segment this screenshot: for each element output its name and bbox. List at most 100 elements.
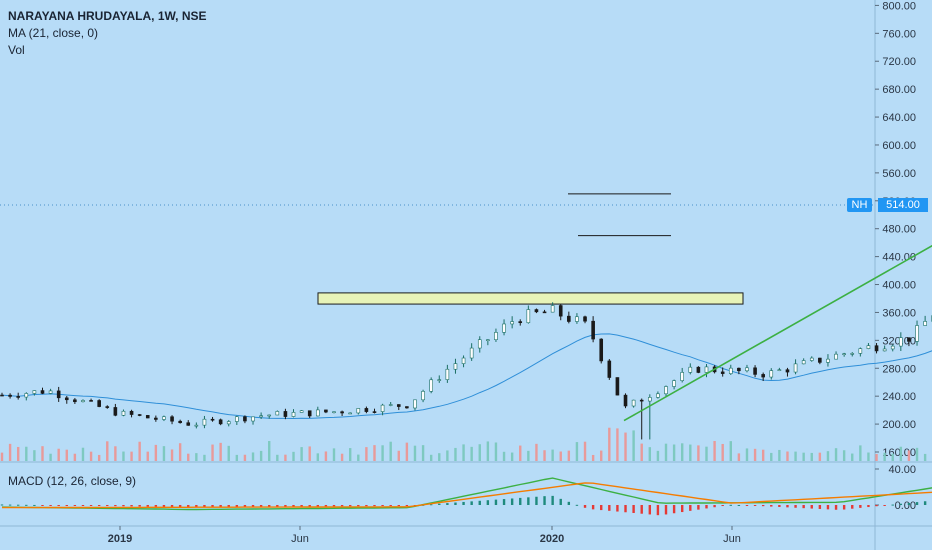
macd-indicator-label[interactable]: MACD (12, 26, close, 9) <box>8 474 137 488</box>
candle-body[interactable] <box>704 366 709 373</box>
candle-body[interactable] <box>226 421 231 425</box>
candle-body[interactable] <box>777 369 782 371</box>
candle-body[interactable] <box>542 311 547 314</box>
candle-body[interactable] <box>202 418 207 426</box>
candle-body[interactable] <box>494 332 498 340</box>
candle-body[interactable] <box>607 360 612 378</box>
candle-body[interactable] <box>558 305 563 317</box>
candle-body[interactable] <box>834 353 838 360</box>
candle-body[interactable] <box>421 391 425 401</box>
candle-body[interactable] <box>129 410 134 415</box>
candle-body[interactable] <box>405 406 409 409</box>
candle-body[interactable] <box>413 399 417 409</box>
candle-body[interactable] <box>850 353 855 355</box>
candle-body[interactable] <box>194 424 199 427</box>
candle-body[interactable] <box>842 353 846 355</box>
candle-body[interactable] <box>388 404 393 406</box>
candle-body[interactable] <box>664 386 668 395</box>
candle-body[interactable] <box>785 369 790 373</box>
candle-body[interactable] <box>0 394 4 397</box>
candle-body[interactable] <box>591 320 595 340</box>
candle-body[interactable] <box>534 309 539 313</box>
candle-body[interactable] <box>137 414 142 416</box>
candle-body[interactable] <box>469 347 474 359</box>
candle-body[interactable] <box>486 339 490 341</box>
candle-body[interactable] <box>575 316 579 322</box>
symbol-title[interactable]: NARAYANA HRUDAYALA, 1W, NSE <box>8 9 207 23</box>
candle-body[interactable] <box>48 390 53 394</box>
candle-body[interactable] <box>890 345 895 350</box>
candle-body[interactable] <box>396 404 401 407</box>
candle-body[interactable] <box>113 407 118 416</box>
candle-body[interactable] <box>299 410 304 413</box>
candle-body[interactable] <box>154 417 158 420</box>
candle-body[interactable] <box>623 394 628 407</box>
candle-body[interactable] <box>186 422 191 426</box>
candle-body[interactable] <box>97 400 101 407</box>
candle-body[interactable] <box>437 379 442 381</box>
candle-body[interactable] <box>745 367 749 372</box>
candle-body[interactable] <box>356 408 361 414</box>
candle-body[interactable] <box>526 309 531 324</box>
candle-body[interactable] <box>24 393 29 398</box>
volume-indicator-label[interactable]: Vol <box>8 43 25 57</box>
candle-body[interactable] <box>283 411 288 417</box>
candle-body[interactable] <box>145 415 150 419</box>
candle-body[interactable] <box>8 394 12 397</box>
candle-body[interactable] <box>324 409 328 413</box>
candle-body[interactable] <box>858 348 863 354</box>
candle-body[interactable] <box>737 367 741 372</box>
candle-body[interactable] <box>105 406 110 408</box>
candle-body[interactable] <box>40 390 45 394</box>
candle-body[interactable] <box>899 337 903 347</box>
candle-body[interactable] <box>648 397 652 402</box>
candle-body[interactable] <box>793 363 798 373</box>
candle-body[interactable] <box>599 338 604 362</box>
candle-body[interactable] <box>429 379 433 392</box>
candle-body[interactable] <box>380 404 385 412</box>
support-zone[interactable] <box>317 292 744 305</box>
candle-body[interactable] <box>81 400 85 403</box>
candle-body[interactable] <box>639 399 644 402</box>
candle-body[interactable] <box>583 316 587 322</box>
candle-body[interactable] <box>477 339 482 349</box>
candle-body[interactable] <box>769 370 774 378</box>
candle-body[interactable] <box>332 411 336 414</box>
candle-body[interactable] <box>915 325 919 342</box>
candle-body[interactable] <box>235 416 239 422</box>
candle-body[interactable] <box>818 357 822 363</box>
candle-body[interactable] <box>218 419 223 425</box>
candle-body[interactable] <box>696 366 701 373</box>
candle-body[interactable] <box>923 321 927 326</box>
candle-body[interactable] <box>307 410 312 417</box>
candle-body[interactable] <box>64 397 69 401</box>
candle-body[interactable] <box>502 323 506 333</box>
candle-body[interactable] <box>680 372 684 381</box>
candle-body[interactable] <box>631 399 636 407</box>
candle-body[interactable] <box>874 345 879 352</box>
candle-body[interactable] <box>162 416 166 420</box>
candle-body[interactable] <box>243 416 247 422</box>
candle-body[interactable] <box>89 400 93 402</box>
candle-body[interactable] <box>340 411 344 414</box>
candle-body[interactable] <box>364 408 369 412</box>
candle-body[interactable] <box>518 321 523 324</box>
candle-body[interactable] <box>907 337 911 342</box>
candle-body[interactable] <box>809 357 814 361</box>
candle-body[interactable] <box>16 396 20 398</box>
candle-body[interactable] <box>316 409 320 417</box>
candle-body[interactable] <box>720 371 725 374</box>
candle-body[interactable] <box>178 420 182 424</box>
candle-body[interactable] <box>826 358 830 363</box>
candle-body[interactable] <box>866 345 871 349</box>
candle-body[interactable] <box>753 367 757 375</box>
candle-body[interactable] <box>615 377 620 396</box>
candle-body[interactable] <box>510 321 514 325</box>
candle-body[interactable] <box>688 366 693 373</box>
ma-indicator-label[interactable]: MA (21, close, 0) <box>8 26 99 40</box>
candle-body[interactable] <box>170 416 174 422</box>
candle-body[interactable] <box>291 412 296 417</box>
candle-body[interactable] <box>656 393 660 398</box>
candle-body[interactable] <box>761 374 765 378</box>
candle-body[interactable] <box>121 410 126 416</box>
